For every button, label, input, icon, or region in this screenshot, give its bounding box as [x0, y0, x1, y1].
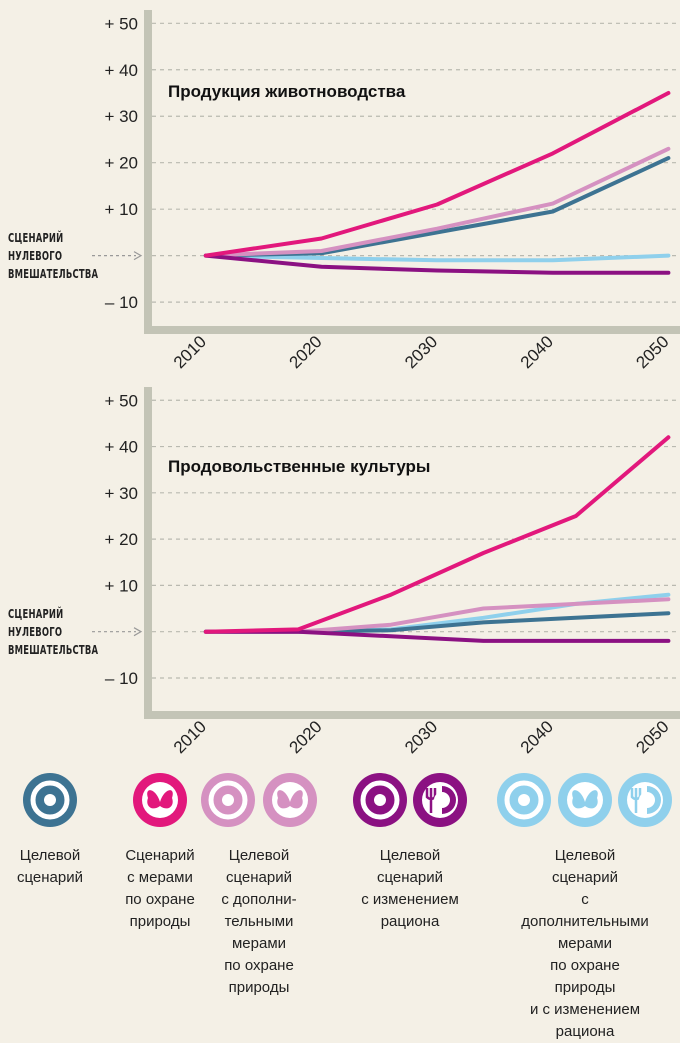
series-line — [203, 91, 671, 258]
x-tick-label: 2010 — [170, 332, 210, 372]
icon-shape — [639, 792, 655, 808]
icon-dot — [374, 794, 386, 806]
legend-label: Целевой сценарий с изменением рациона — [361, 847, 459, 930]
y-tick-label: + 10 — [104, 576, 138, 595]
series-line — [203, 629, 671, 643]
series-line — [203, 435, 671, 634]
icon-dot — [222, 794, 234, 806]
chart-title: Продовольственные культуры — [168, 457, 430, 476]
series-line — [203, 156, 671, 258]
icon-shape — [277, 790, 303, 809]
y-tick-label: – 10 — [105, 293, 138, 312]
series-line — [203, 146, 671, 258]
legend-icon — [497, 773, 551, 827]
icon-shape — [434, 792, 450, 808]
legend-icon — [618, 773, 672, 827]
legend-icon — [23, 773, 77, 827]
icon-ring — [208, 780, 248, 820]
y-tick-label: – 10 — [105, 669, 138, 688]
legend-icon — [353, 773, 407, 827]
icon-ring — [142, 782, 178, 818]
y-tick-label: + 40 — [104, 61, 138, 80]
x-tick-label: 2030 — [401, 332, 441, 372]
y-tick-label: + 50 — [104, 391, 138, 410]
chart: + 50 + 40 + 30 + 20 + 10 – 10 2010 2020 2030 2040… — [23, 10, 680, 827]
arrow-head — [133, 251, 143, 261]
y-tick-label: + 40 — [104, 438, 138, 457]
x-tick-label: 2040 — [517, 717, 557, 757]
legend-icon — [263, 773, 317, 827]
legend-icon — [413, 773, 467, 827]
arrow-head — [133, 627, 143, 637]
legend-icon — [201, 773, 255, 827]
x-tick-label: 2020 — [285, 717, 325, 757]
legend-label: Сценарий с мерами по охране природы — [125, 847, 195, 930]
x-tick-label: 2050 — [632, 332, 672, 372]
icon-shape — [572, 790, 598, 809]
icon-shape — [147, 790, 173, 809]
y-tick-label: + 30 — [104, 107, 138, 126]
icon-ring — [30, 780, 70, 820]
x-tick-label: 2010 — [170, 717, 210, 757]
series-line — [203, 253, 671, 263]
page: + 50 + 40 + 30 + 20 + 10 – 10 2010 2020 2030 2040… — [8, 10, 680, 1040]
icon-dot — [44, 794, 56, 806]
legend-icon — [558, 773, 612, 827]
legend-icon — [133, 773, 187, 827]
icon-ring — [272, 782, 308, 818]
x-tick-label: 2050 — [632, 717, 672, 757]
icon-ring — [504, 780, 544, 820]
x-tick-label: 2030 — [401, 717, 441, 757]
annotation: СЦЕНАРИЙ НУЛЕВОГО ВМЕШАТЕЛЬСТВА — [8, 230, 99, 281]
chart-title: Продукция животноводства — [168, 82, 406, 101]
annotation: СЦЕНАРИЙ НУЛЕВОГО ВМЕШАТЕЛЬСТВА — [8, 606, 99, 657]
x-tick-label: 2020 — [285, 332, 325, 372]
icon-ring — [360, 780, 400, 820]
legend-label: Целевой сценарий — [17, 847, 83, 886]
y-tick-label: + 20 — [104, 154, 138, 173]
series-line — [203, 253, 671, 275]
legend-label: Целевой сценарий с дополни- тельными мер… — [221, 847, 297, 996]
y-tick-label: + 10 — [104, 200, 138, 219]
y-tick-label: + 50 — [104, 14, 138, 33]
icon-dot — [518, 794, 530, 806]
icon-ring — [567, 782, 603, 818]
legend-label: Целевой сценарий с дополнительными мерам… — [521, 847, 649, 1040]
y-tick-label: + 30 — [104, 484, 138, 503]
x-tick-label: 2040 — [517, 332, 557, 372]
y-tick-label: + 20 — [104, 530, 138, 549]
